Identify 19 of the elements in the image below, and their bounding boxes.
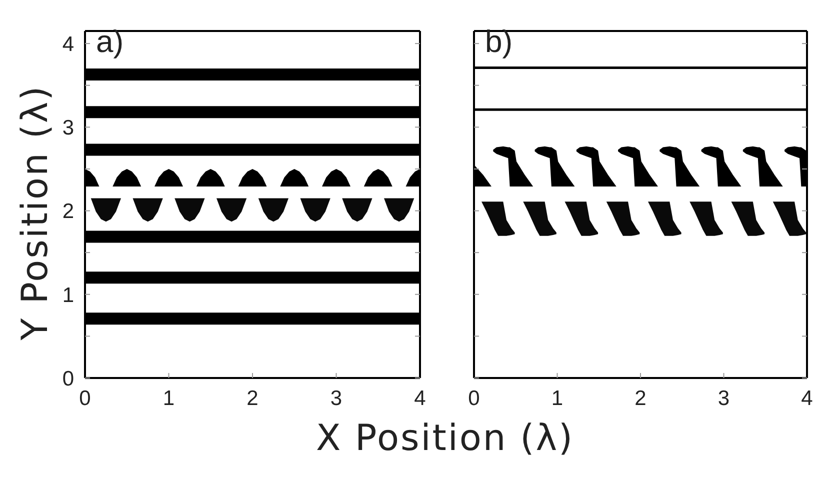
annotation: b) <box>485 24 513 59</box>
x-tick-label: 2 <box>246 386 258 410</box>
x-tick-label: 4 <box>801 386 814 410</box>
x-tick-label: 0 <box>79 386 91 410</box>
x-tick-label: 4 <box>414 386 426 410</box>
x-tick-label: 2 <box>634 386 646 410</box>
x-tick-label: 1 <box>551 386 564 410</box>
x-tick-label: 1 <box>162 386 175 410</box>
x-axis-title: X Position (λ) <box>316 418 574 459</box>
x-tick-label: 0 <box>468 386 480 410</box>
y-tick-label: 0 <box>62 367 74 390</box>
y-tick-label: 3 <box>62 116 74 140</box>
annotation: a) <box>96 24 124 59</box>
y-tick-label: 1 <box>62 284 74 307</box>
x-tick-label: 3 <box>330 386 342 410</box>
x-tick-label: 3 <box>718 386 730 410</box>
y-tick-label: 2 <box>62 200 74 224</box>
y-axis-title: Y Position (λ) <box>15 84 56 342</box>
y-tick-label: 4 <box>62 32 74 56</box>
